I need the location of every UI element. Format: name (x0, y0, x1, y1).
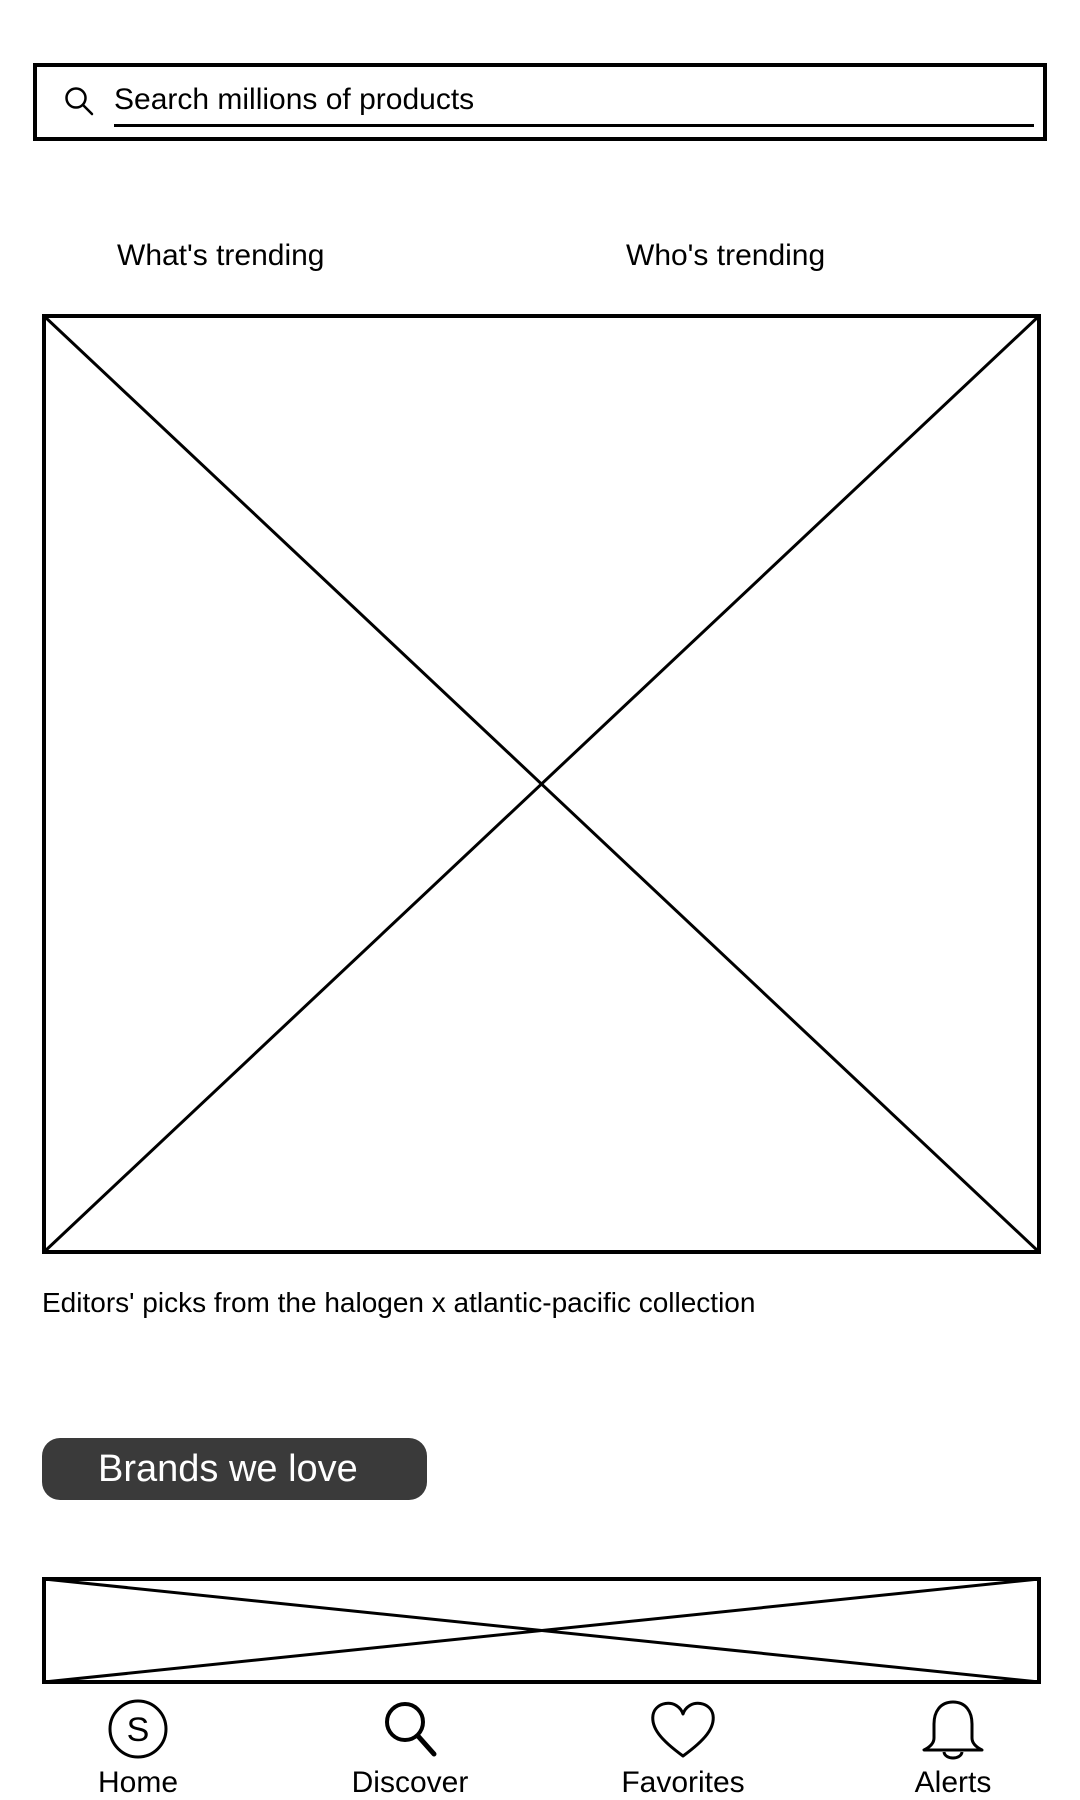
search-icon (385, 1702, 437, 1757)
bottom-navigation: S Home Discover Favorites Alerts (0, 1690, 1080, 1800)
brands-we-love-button[interactable]: Brands we love (42, 1438, 427, 1500)
tab-whos-trending[interactable]: Who's trending (626, 239, 826, 272)
bell-icon (922, 1700, 984, 1760)
nav-home[interactable]: S Home (38, 1690, 238, 1800)
nav-favorites[interactable]: Favorites (583, 1690, 783, 1800)
search-bar[interactable] (33, 63, 1047, 141)
nav-alerts-label: Alerts (914, 1766, 992, 1799)
nav-discover-label: Discover (351, 1766, 469, 1799)
nav-discover[interactable]: Discover (310, 1690, 510, 1800)
tab-whats-trending[interactable]: What's trending (117, 239, 325, 272)
nav-favorites-label: Favorites (621, 1766, 745, 1799)
heart-icon (651, 1701, 715, 1758)
nav-alerts[interactable]: Alerts (853, 1690, 1053, 1800)
home-s-icon: S (108, 1699, 168, 1759)
svg-text:S: S (127, 1711, 150, 1749)
hero-image-placeholder[interactable] (42, 314, 1041, 1254)
hero-caption: Editors' picks from the halogen x atlant… (42, 1287, 756, 1318)
brand-banner-placeholder[interactable] (42, 1577, 1041, 1684)
search-icon (65, 87, 94, 116)
nav-home-label: Home (97, 1766, 179, 1799)
search-input[interactable] (114, 75, 1034, 127)
